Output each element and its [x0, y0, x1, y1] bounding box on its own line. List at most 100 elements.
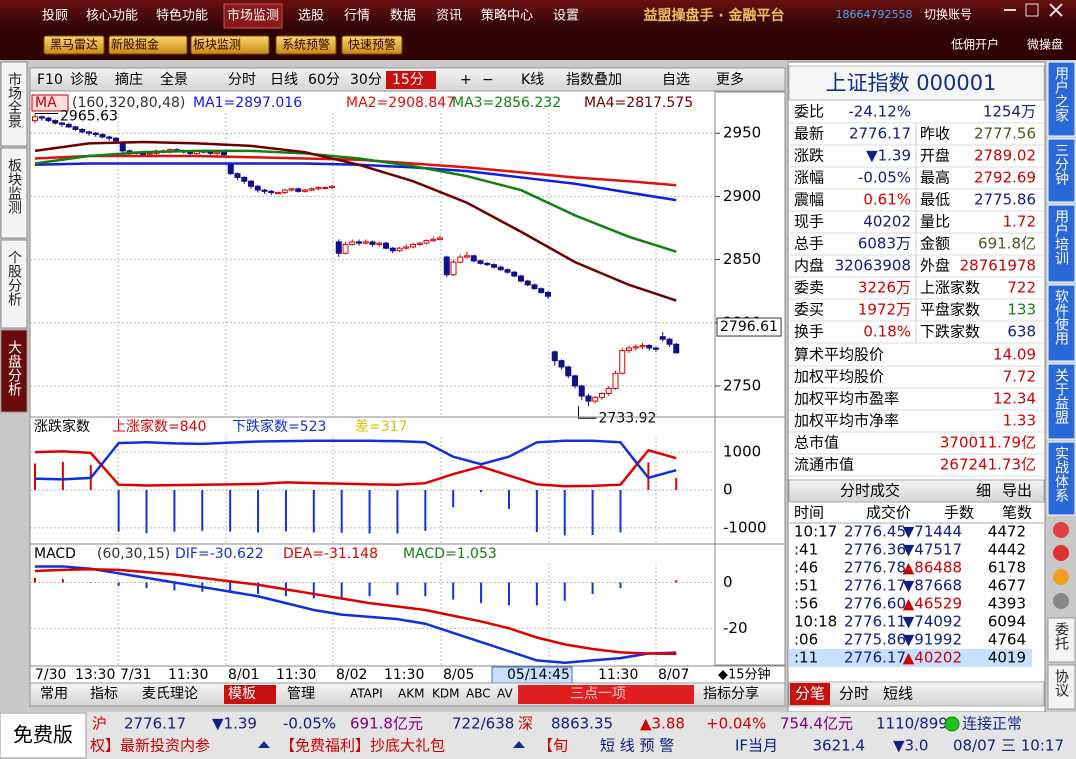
candle-body	[443, 256, 450, 276]
right-tab-label[interactable]: 用户培训	[1053, 209, 1069, 265]
chart-tool[interactable]: −	[482, 72, 494, 88]
left-tab-label[interactable]: 板块监测	[6, 158, 22, 214]
bottom-tab[interactable]: AV	[497, 687, 513, 701]
panel-tab[interactable]: 短线	[883, 685, 913, 703]
news-item[interactable]: 【免费福利】抄底大礼包	[280, 737, 445, 755]
chart-tool[interactable]: 60分	[308, 72, 340, 88]
bottom-tab[interactable]: ABC	[466, 687, 491, 701]
legend-dea: DEA=-31.148	[283, 546, 378, 562]
bottom-tab[interactable]: 管理	[287, 686, 315, 702]
panel-tab[interactable]: 分时	[839, 685, 869, 703]
selected-trade	[789, 649, 1032, 667]
quote-label: 内盘	[794, 257, 824, 275]
menu-item[interactable]: 核心功能	[86, 9, 138, 24]
bottom-tab[interactable]: 麦氏理论	[142, 686, 198, 702]
right-tab-label[interactable]: 关于益盟	[1053, 368, 1069, 424]
candle-body	[565, 366, 572, 377]
menu-item[interactable]: 设置	[553, 9, 579, 24]
trades-button[interactable]: 导出	[1002, 482, 1032, 500]
cursor-price: 2796.61	[720, 319, 778, 335]
trade-cell: 2775.86	[844, 631, 906, 649]
left-tab-label[interactable]: 个股分析	[6, 250, 22, 306]
chart-tool[interactable]: 更多	[716, 71, 744, 88]
right-tab-label[interactable]: 用户之家	[1053, 66, 1069, 122]
menu-item[interactable]: 特色功能	[156, 8, 208, 24]
bottom-tab[interactable]: ATAPI	[350, 687, 383, 701]
candle-body	[653, 347, 659, 350]
left-tab-label[interactable]: 大盘分析	[6, 340, 22, 396]
menu-item[interactable]: 资讯	[436, 9, 462, 24]
toolbar-link[interactable]: 低佣开户	[951, 37, 999, 52]
candle-body	[383, 242, 389, 249]
chart-tool[interactable]: 摘庄	[115, 71, 143, 88]
chart-tool[interactable]: 全景	[160, 71, 188, 88]
right-tab-label[interactable]: 委托	[1053, 622, 1069, 650]
y-tick-label: 2850	[723, 250, 761, 268]
chart-tool[interactable]: 诊股	[70, 72, 98, 88]
account-link[interactable]: 切换账号	[924, 8, 972, 22]
menu-item[interactable]: 行情	[344, 9, 370, 24]
menu-item[interactable]: 投顾	[42, 8, 68, 24]
trade-cell: 10:17	[794, 523, 837, 541]
indicator-share[interactable]: 指标分享	[703, 685, 759, 702]
formula-input[interactable]: 三点一项	[570, 686, 626, 702]
quote-value: 1254万	[983, 103, 1036, 121]
menu-item[interactable]: 选股	[298, 9, 324, 24]
quote-label: 涨跌	[794, 147, 824, 165]
chart-tool[interactable]: 指数叠加	[566, 72, 622, 88]
chart-tool[interactable]: 自选	[662, 72, 690, 88]
ma-line	[34, 149, 677, 253]
quote-label: 平盘家数	[920, 301, 980, 319]
candle-body	[646, 345, 653, 349]
y-tick-label: 2750	[723, 376, 761, 394]
ticker-item: 8863.35	[551, 715, 613, 733]
chart-tool[interactable]: 15分	[392, 72, 424, 88]
news-item[interactable]: 短 线 预 警	[600, 737, 674, 755]
quote-label: 现手	[794, 213, 824, 231]
bottom-tab[interactable]: 指标	[90, 686, 118, 702]
ma-legend: MA1=2897.016	[193, 95, 302, 111]
stat-label: 总市值	[794, 434, 839, 452]
chart-tool[interactable]: 分时	[228, 72, 256, 88]
trade-cell: 2776.11	[844, 613, 906, 631]
right-tab-label[interactable]: 协议	[1053, 669, 1069, 698]
toolbar-button-label[interactable]: 板块监测	[193, 38, 241, 52]
right-tab-label[interactable]: 三分钟	[1053, 143, 1069, 185]
news-item[interactable]: 权】最新投资内参	[90, 737, 210, 755]
candle-body	[457, 256, 464, 263]
toolbar-button-label[interactable]: 黑马雷达	[50, 38, 98, 52]
menu-item[interactable]: 数据	[390, 9, 416, 24]
bottom-tab[interactable]: AKM	[398, 687, 424, 701]
bottom-tab[interactable]: KDM	[432, 687, 459, 701]
bottom-tab[interactable]: 模板	[228, 686, 256, 702]
candle-body	[362, 241, 369, 244]
panel-tab[interactable]: 分笔	[795, 685, 825, 703]
menu-item[interactable]: 市场监测	[227, 8, 279, 24]
left-tab-label[interactable]: 市场全景	[6, 71, 22, 128]
right-tab-label[interactable]: 软件使用	[1053, 289, 1069, 346]
chart-tool[interactable]: 30分	[350, 72, 382, 88]
toolbar-link[interactable]: 微操盘	[1027, 37, 1063, 52]
x-tick-label: 13:30	[75, 667, 115, 683]
left-tab	[0, 239, 28, 329]
chart-tool[interactable]: F10	[37, 72, 63, 88]
toolbar-button-label[interactable]: 新股掘金	[111, 37, 159, 52]
x-tick-label: 11:30	[598, 667, 638, 683]
y-tick-label: 2950	[723, 124, 761, 142]
chart-tool[interactable]: +	[460, 72, 472, 88]
trades-column: 时间	[794, 504, 824, 522]
x-tick-label: 8/02	[336, 667, 367, 683]
connection: 连接正常	[962, 715, 1022, 733]
candle-body	[288, 188, 295, 191]
news-item[interactable]: 【旬	[538, 737, 568, 755]
chart-tool[interactable]: 日线	[270, 72, 298, 88]
trades-button[interactable]: 细	[976, 482, 991, 500]
toolbar-button-label[interactable]: 快速预警	[348, 37, 396, 52]
chart-tool[interactable]: K线	[521, 72, 544, 88]
bottom-tab[interactable]: 常用	[40, 686, 68, 702]
candle-body	[342, 243, 349, 254]
right-tab-label[interactable]: 实战体系	[1053, 446, 1069, 502]
toolbar-button-label[interactable]: 系统预警	[282, 37, 330, 52]
ticker-item: ▲3.88	[640, 715, 685, 733]
menu-item[interactable]: 策略中心	[481, 8, 533, 24]
